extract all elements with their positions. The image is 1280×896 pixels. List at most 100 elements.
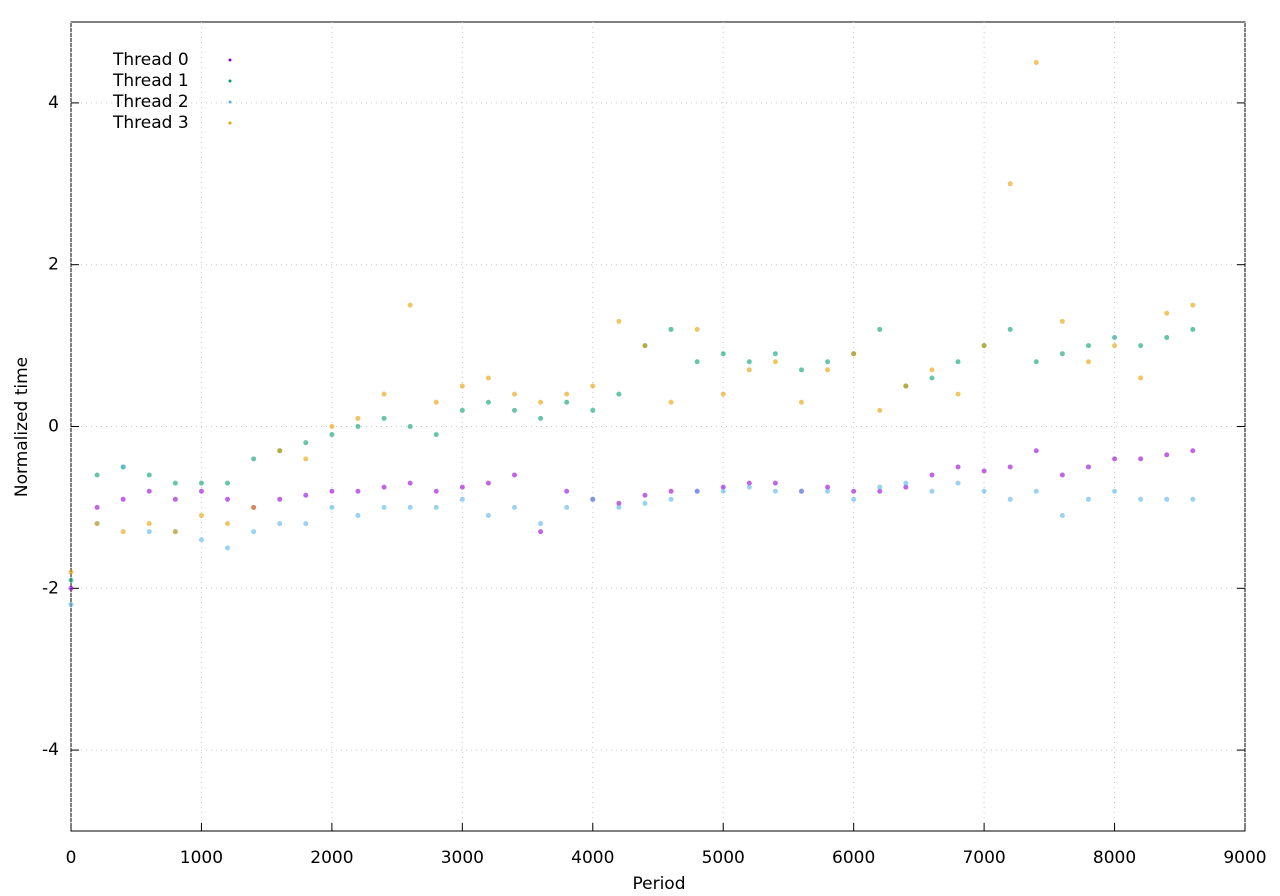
x-tick-label: 6000 bbox=[832, 848, 875, 868]
point bbox=[668, 326, 674, 332]
point bbox=[1033, 448, 1039, 454]
point bbox=[329, 432, 335, 438]
point bbox=[1007, 326, 1013, 332]
point bbox=[1085, 464, 1091, 470]
point bbox=[616, 500, 622, 506]
legend-label: Thread 1 bbox=[112, 71, 189, 91]
y-tick-label: 2 bbox=[48, 255, 59, 275]
point bbox=[877, 326, 883, 332]
legend-label: Thread 2 bbox=[112, 92, 189, 112]
point bbox=[772, 359, 778, 365]
point bbox=[929, 488, 935, 494]
point bbox=[1059, 472, 1065, 478]
point bbox=[772, 488, 778, 494]
point bbox=[903, 484, 909, 490]
y-axis-label: Normalized time bbox=[12, 357, 32, 497]
x-tick-label: 5000 bbox=[702, 848, 745, 868]
point bbox=[746, 484, 752, 490]
point bbox=[225, 545, 231, 551]
point bbox=[877, 407, 883, 413]
point bbox=[1190, 326, 1196, 332]
point bbox=[485, 512, 491, 518]
point bbox=[694, 326, 700, 332]
point bbox=[146, 521, 152, 527]
point bbox=[720, 391, 726, 397]
point bbox=[94, 472, 100, 478]
point bbox=[329, 488, 335, 494]
point bbox=[120, 496, 126, 502]
point bbox=[303, 521, 309, 527]
point bbox=[94, 504, 100, 510]
point bbox=[642, 343, 648, 349]
point bbox=[668, 496, 674, 502]
point bbox=[1007, 496, 1013, 502]
point bbox=[746, 480, 752, 486]
point bbox=[303, 440, 309, 446]
point bbox=[1085, 496, 1091, 502]
point bbox=[198, 480, 204, 486]
point bbox=[825, 367, 831, 373]
point bbox=[1059, 512, 1065, 518]
point bbox=[433, 504, 439, 510]
point bbox=[1112, 343, 1118, 349]
point bbox=[564, 504, 570, 510]
point bbox=[146, 472, 152, 478]
point bbox=[68, 585, 74, 591]
point bbox=[929, 472, 935, 478]
y-tick-label: -2 bbox=[42, 578, 59, 598]
point bbox=[251, 504, 257, 510]
point bbox=[538, 399, 544, 405]
point bbox=[94, 521, 100, 527]
point bbox=[1190, 302, 1196, 308]
point bbox=[407, 504, 413, 510]
point bbox=[1138, 375, 1144, 381]
point bbox=[277, 496, 283, 502]
point bbox=[903, 480, 909, 486]
point bbox=[538, 521, 544, 527]
point bbox=[564, 399, 570, 405]
point bbox=[1033, 59, 1039, 65]
point bbox=[355, 415, 361, 421]
x-tick-label: 3000 bbox=[441, 848, 484, 868]
y-tick-label: -4 bbox=[42, 740, 59, 760]
point bbox=[798, 399, 804, 405]
point bbox=[407, 480, 413, 486]
point bbox=[929, 367, 935, 373]
point bbox=[746, 367, 752, 373]
point bbox=[642, 500, 648, 506]
point bbox=[512, 407, 518, 413]
point bbox=[198, 512, 204, 518]
point bbox=[225, 521, 231, 527]
point bbox=[303, 456, 309, 462]
legend-marker bbox=[228, 121, 232, 125]
point bbox=[146, 529, 152, 535]
point bbox=[381, 415, 387, 421]
point bbox=[433, 432, 439, 438]
x-tick-label: 1000 bbox=[180, 848, 223, 868]
point bbox=[68, 601, 74, 607]
point bbox=[172, 529, 178, 535]
point bbox=[825, 359, 831, 365]
point bbox=[329, 424, 335, 429]
point bbox=[772, 351, 778, 357]
x-axis-label: Period bbox=[632, 874, 685, 894]
point bbox=[825, 488, 831, 494]
point bbox=[1033, 488, 1039, 494]
point bbox=[825, 484, 831, 490]
point bbox=[798, 367, 804, 373]
point bbox=[1190, 496, 1196, 502]
point bbox=[851, 496, 857, 502]
point bbox=[877, 488, 883, 494]
point bbox=[381, 504, 387, 510]
point bbox=[746, 359, 752, 365]
point bbox=[642, 492, 648, 498]
point bbox=[955, 359, 961, 365]
point bbox=[1164, 496, 1170, 502]
point bbox=[668, 399, 674, 405]
point bbox=[851, 351, 857, 357]
point bbox=[616, 504, 622, 510]
point bbox=[564, 488, 570, 494]
point bbox=[381, 484, 387, 490]
